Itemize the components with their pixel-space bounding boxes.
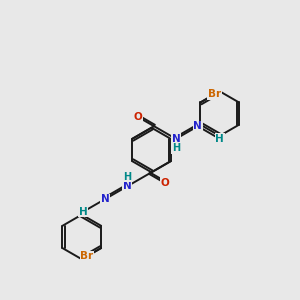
Text: N: N [172, 134, 180, 144]
Text: O: O [134, 112, 142, 122]
Text: N: N [101, 194, 110, 204]
Text: N: N [123, 182, 131, 191]
Text: H: H [215, 134, 224, 144]
Text: H: H [123, 172, 131, 182]
Text: Br: Br [80, 251, 94, 261]
Text: O: O [160, 178, 169, 188]
Text: H: H [172, 143, 180, 153]
Text: Br: Br [208, 89, 221, 99]
Text: N: N [194, 121, 202, 131]
Text: H: H [79, 207, 88, 217]
